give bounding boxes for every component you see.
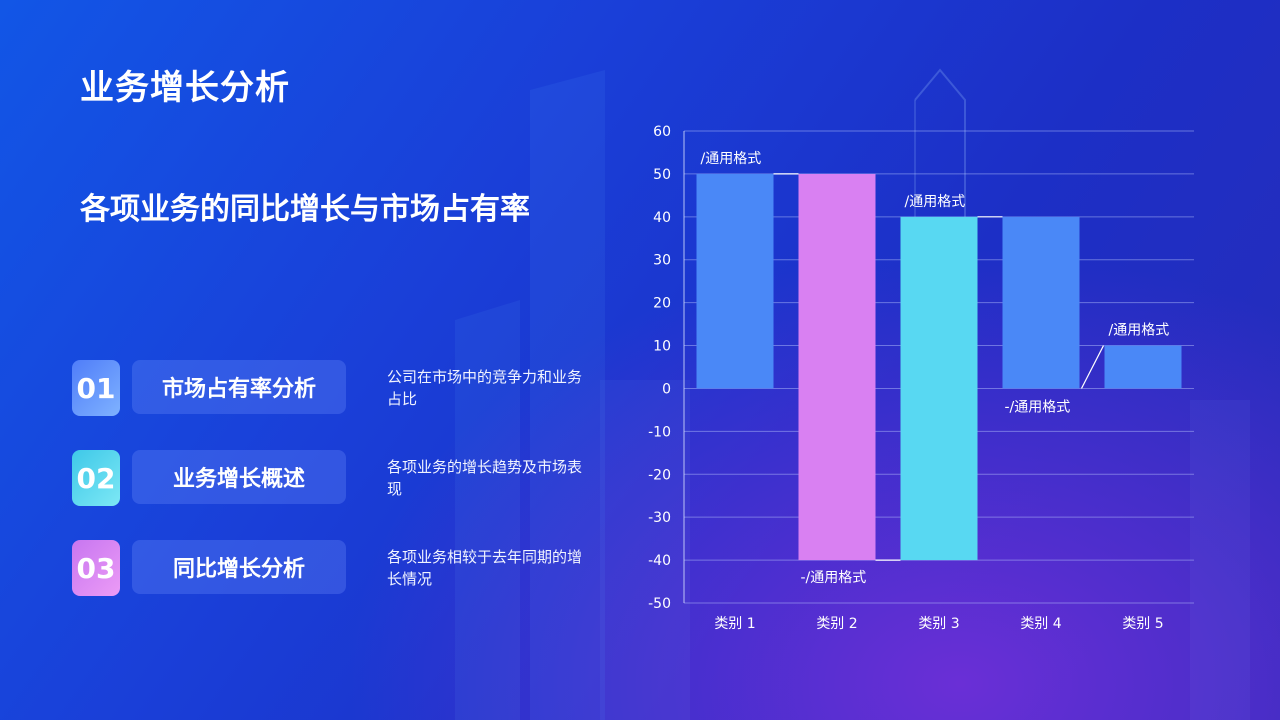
x-tick-label: 类别 1 [714, 616, 755, 632]
x-tick-label: 类别 5 [1122, 616, 1163, 632]
list-item: 02 业务增长概述 各项业务的增长趋势及市场表现 [72, 450, 592, 506]
bar [1104, 345, 1182, 389]
y-tick-label: -30 [648, 510, 671, 526]
data-label: /通用格式 [701, 151, 762, 167]
item-description: 各项业务相较于去年同期的增长情况 [387, 548, 583, 588]
item-label: 业务增长概述 [132, 450, 346, 504]
bar [900, 216, 978, 561]
data-label: -/通用格式 [1005, 399, 1071, 415]
y-tick-label: 50 [653, 167, 671, 183]
y-tick-label: -40 [648, 553, 671, 569]
y-tick-label: 30 [653, 253, 671, 269]
item-label: 同比增长分析 [132, 540, 346, 594]
bar [1002, 216, 1080, 389]
bar [696, 173, 774, 389]
data-label: /通用格式 [1109, 323, 1170, 339]
y-tick-label: 40 [653, 210, 671, 226]
x-tick-label: 类别 2 [816, 616, 857, 632]
list-item: 03 同比增长分析 各项业务相较于去年同期的增长情况 [72, 540, 592, 596]
bar [798, 173, 876, 561]
y-tick-label: 10 [653, 339, 671, 355]
data-label: /通用格式 [905, 194, 966, 210]
item-description: 各项业务的增长趋势及市场表现 [387, 458, 583, 498]
data-label: -/通用格式 [801, 570, 867, 586]
item-number-badge: 01 [72, 360, 120, 416]
item-number-badge: 03 [72, 540, 120, 596]
page-subtitle: 各项业务的同比增长与市场占有率 [80, 192, 530, 227]
y-tick-label: 20 [653, 296, 671, 312]
page-title: 业务增长分析 [80, 68, 290, 108]
list-item: 01 市场占有率分析 公司在市场中的竞争力和业务占比 [72, 360, 592, 416]
y-tick-label: 0 [662, 381, 671, 397]
item-description: 公司在市场中的竞争力和业务占比 [387, 368, 583, 408]
item-number-badge: 02 [72, 450, 120, 506]
x-tick-label: 类别 4 [1020, 616, 1061, 632]
y-tick-label: -50 [648, 596, 671, 612]
x-tick-label: 类别 3 [918, 616, 959, 632]
connector-line [1080, 345, 1105, 389]
y-tick-label: -20 [648, 467, 671, 483]
y-tick-label: -10 [648, 424, 671, 440]
item-label: 市场占有率分析 [132, 360, 346, 414]
y-tick-label: 60 [653, 124, 671, 140]
